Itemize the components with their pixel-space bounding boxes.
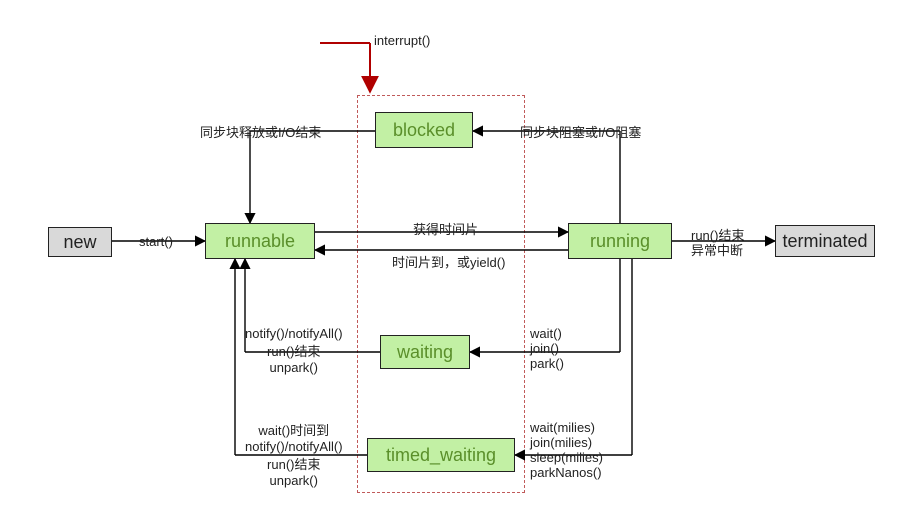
node-running: running bbox=[568, 223, 672, 259]
node-runnable: runnable bbox=[205, 223, 315, 259]
node-timed-waiting: timed_waiting bbox=[367, 438, 515, 472]
node-blocked: blocked bbox=[375, 112, 473, 148]
label-running-to-waiting: wait()join()park() bbox=[530, 326, 564, 371]
label-timed-to-runnable: wait()时间到notify()/notifyAll()run()结束unpa… bbox=[245, 420, 343, 488]
label-start: start() bbox=[139, 234, 173, 249]
label-running-to-runnable: 时间片到，或yield() bbox=[392, 252, 505, 271]
node-new: new bbox=[48, 227, 112, 257]
label-blocked-to-runnable: 同步块释放或I/O结束 bbox=[200, 122, 321, 141]
node-waiting: waiting bbox=[380, 335, 470, 369]
label-running-to-timed: wait(milies)join(milies)sleep(milies)par… bbox=[530, 420, 603, 480]
label-running-to-blocked: 同步块阻塞或I/O阻塞 bbox=[520, 122, 641, 141]
node-terminated: terminated bbox=[775, 225, 875, 257]
label-interrupt: interrupt() bbox=[374, 33, 430, 48]
label-exception: 异常中断 bbox=[691, 240, 743, 259]
thread-state-diagram: new runnable blocked running terminated … bbox=[0, 0, 897, 523]
label-waiting-to-runnable: notify()/notifyAll()run()结束unpark() bbox=[245, 326, 343, 375]
dashed-group-box bbox=[357, 95, 525, 493]
label-runnable-to-running: 获得时间片 bbox=[413, 219, 478, 238]
